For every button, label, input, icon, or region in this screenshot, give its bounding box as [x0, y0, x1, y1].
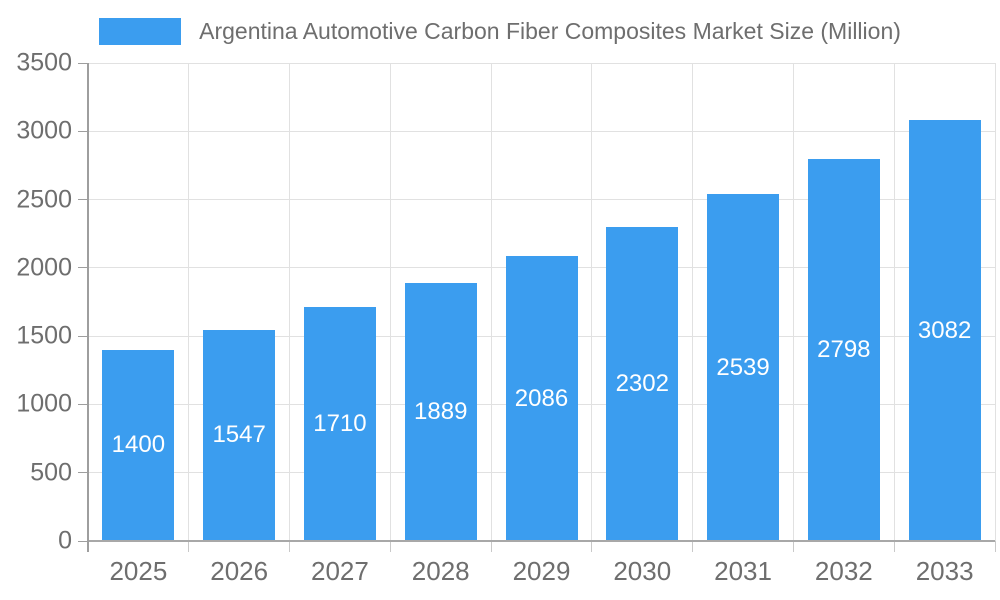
y-axis-label: 1500	[16, 321, 72, 350]
bar-value-label: 2539	[716, 353, 770, 381]
x-gridline	[591, 63, 593, 541]
x-axis-line	[88, 540, 995, 542]
bar-value-label: 1710	[313, 410, 367, 438]
y-axis-label: 500	[30, 458, 72, 487]
chart-legend[interactable]: Argentina Automotive Carbon Fiber Compos…	[0, 14, 1000, 48]
x-gridline	[792, 63, 794, 541]
x-axis-tick	[792, 541, 794, 552]
y-gridline	[88, 130, 995, 132]
y-axis-label: 3500	[16, 48, 72, 77]
bar-2026[interactable]	[203, 329, 276, 541]
y-axis-label: 2500	[16, 185, 72, 214]
x-gridline	[692, 63, 694, 541]
y-axis-line	[87, 63, 89, 552]
x-axis-tick	[994, 541, 996, 552]
y-axis-tick	[78, 540, 88, 542]
x-axis-tick	[893, 541, 895, 552]
x-axis-label: 2031	[714, 556, 772, 586]
bar-2032[interactable]	[807, 158, 880, 541]
x-axis-tick	[591, 541, 593, 552]
bar-value-label: 1547	[212, 421, 266, 449]
bar-value-label: 1889	[414, 398, 468, 425]
bar-value-label: 1400	[111, 431, 166, 459]
y-axis-tick	[78, 472, 88, 474]
y-axis-label: 1000	[16, 389, 72, 418]
y-gridline	[88, 62, 995, 64]
bar-value-label: 2086	[514, 384, 569, 412]
x-axis-label: 2033	[915, 556, 974, 586]
x-gridline	[893, 63, 895, 541]
bar-2031[interactable]	[707, 194, 780, 541]
x-gridline	[490, 63, 492, 541]
x-axis-tick	[692, 541, 694, 552]
bar-2033[interactable]	[908, 120, 981, 541]
y-axis-tick	[78, 199, 88, 201]
bar-value-label: 3082	[917, 316, 972, 344]
x-axis-tick	[490, 541, 492, 552]
x-axis-label: 2032	[814, 556, 873, 586]
bar-2028[interactable]	[404, 283, 477, 541]
y-axis-tick	[78, 335, 88, 337]
x-gridline	[289, 63, 291, 541]
y-axis-tick	[78, 267, 88, 269]
y-axis-label: 0	[58, 526, 72, 555]
x-gridline	[188, 63, 190, 541]
x-axis-tick	[389, 541, 391, 552]
y-axis-tick	[78, 130, 88, 132]
y-axis-label: 2000	[16, 253, 72, 282]
y-axis-label: 3000	[16, 116, 72, 145]
x-axis-tick	[188, 541, 190, 552]
x-axis-label: 2026	[210, 556, 269, 586]
x-axis-label: 2029	[512, 556, 571, 586]
y-axis-tick	[78, 403, 88, 405]
y-axis-tick	[78, 62, 88, 64]
y-gridline	[88, 199, 995, 201]
bar-2029[interactable]	[505, 256, 578, 541]
bar-value-label: 2798	[817, 335, 871, 363]
x-axis-tick	[289, 541, 291, 552]
x-axis-label: 2030	[613, 556, 672, 586]
x-axis-label: 2028	[411, 556, 470, 586]
legend-swatch	[99, 17, 182, 45]
bar-2030[interactable]	[606, 226, 679, 541]
x-gridline	[389, 63, 391, 541]
bar-2027[interactable]	[303, 307, 376, 541]
x-axis-label: 2027	[311, 556, 369, 586]
bar-value-label: 2302	[615, 369, 669, 397]
bar-2025[interactable]	[102, 349, 175, 541]
x-axis-label: 2025	[109, 556, 168, 586]
legend-label: Argentina Automotive Carbon Fiber Compos…	[199, 17, 901, 44]
x-gridline	[994, 63, 996, 541]
